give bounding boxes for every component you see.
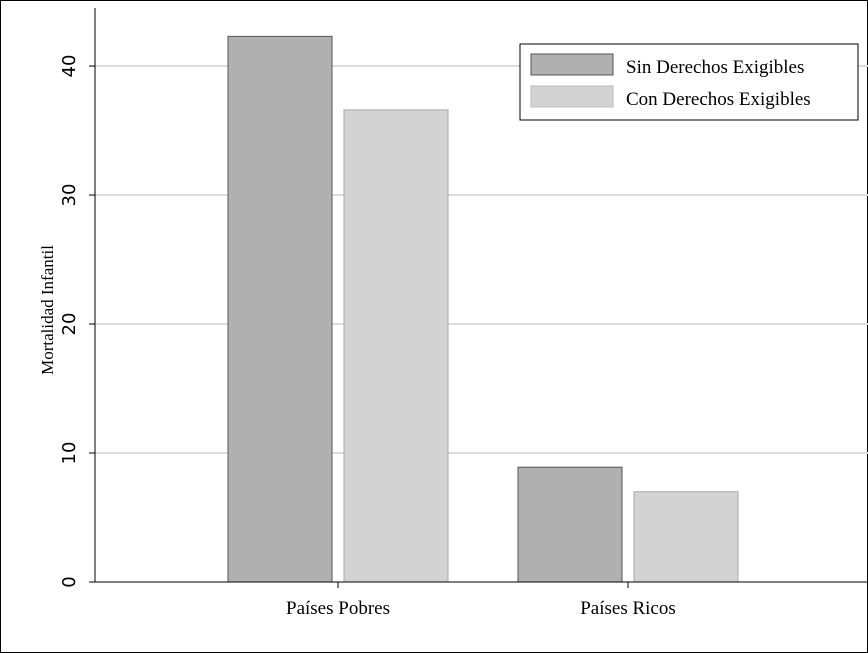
x-category-label: Países Pobres (286, 598, 390, 619)
ticks-layer: 0 10 20 30 40 (59, 55, 95, 588)
axes-layer (94, 8, 868, 583)
y-axis-label: Mortalidad Infantil (38, 245, 57, 375)
y-tick-label: 30 (59, 184, 80, 207)
legend-swatch-sin-derechos (530, 53, 614, 76)
y-tick-label: 40 (59, 55, 80, 78)
bar (343, 109, 449, 583)
bar (227, 35, 333, 583)
x-categories-layer: Países Pobres Países Ricos (286, 582, 676, 619)
x-category-label: Países Ricos (580, 598, 676, 619)
bar (517, 466, 623, 583)
y-tick-label: 20 (59, 313, 80, 336)
legend-swatch-con-derechos (530, 85, 614, 108)
legend-label-sin-derechos: Sin Derechos Exigibles (626, 57, 804, 78)
y-tick-label: 10 (59, 442, 80, 465)
legend-label-con-derechos: Con Derechos Exigibles (626, 89, 811, 110)
legend: Sin Derechos Exigibles Con Derechos Exig… (519, 43, 859, 121)
y-tick-label: 0 (59, 576, 80, 587)
bar (633, 491, 739, 583)
grid-layer (95, 65, 868, 455)
